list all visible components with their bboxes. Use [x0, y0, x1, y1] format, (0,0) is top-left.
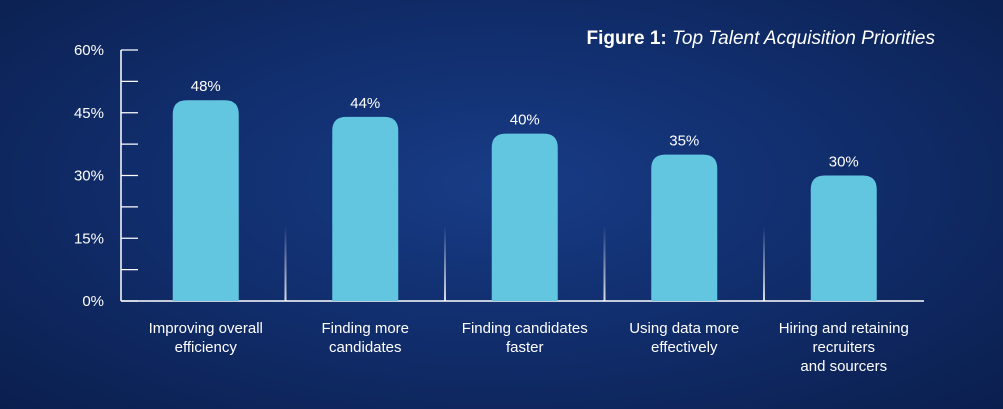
category-label: Using data more: [629, 320, 739, 337]
bar-value-label: 44%: [350, 95, 380, 112]
chart-title-text: Top Talent Acquisition Priorities: [672, 28, 935, 49]
y-tick-label: 15%: [74, 230, 104, 247]
category-label: efficiency: [175, 339, 238, 356]
category-separator: [444, 226, 446, 301]
category-label: faster: [506, 339, 544, 356]
category-separator: [763, 226, 765, 301]
category-separator: [603, 226, 606, 301]
bar: [651, 154, 718, 301]
category-label: Finding more: [321, 320, 409, 337]
category-label: and sourcers: [800, 358, 887, 375]
bar-value-label: 48%: [191, 78, 221, 95]
bar-value-label: 40%: [510, 112, 540, 129]
bar-value-label: 30%: [829, 154, 859, 171]
bar-value-label: 35%: [669, 133, 699, 150]
y-tick-label: 30%: [74, 168, 104, 185]
bar: [810, 175, 877, 301]
category-separator: [284, 226, 287, 301]
y-tick-label: 60%: [74, 42, 104, 59]
bar: [332, 116, 399, 301]
category-label: recruiters: [812, 339, 875, 356]
category-label: candidates: [329, 339, 402, 356]
bar: [172, 100, 239, 301]
category-label: effectively: [651, 339, 718, 356]
chart-title-prefix: Figure 1:: [586, 28, 667, 49]
category-label: Finding candidates: [462, 320, 588, 337]
y-tick-label: 45%: [74, 105, 104, 122]
y-tick-label: 0%: [82, 293, 104, 310]
chart-title: Figure 1: Top Talent Acquisition Priorit…: [587, 28, 936, 50]
bar: [491, 133, 558, 301]
category-label: Improving overall: [149, 320, 263, 337]
category-label: Hiring and retaining: [779, 320, 909, 337]
